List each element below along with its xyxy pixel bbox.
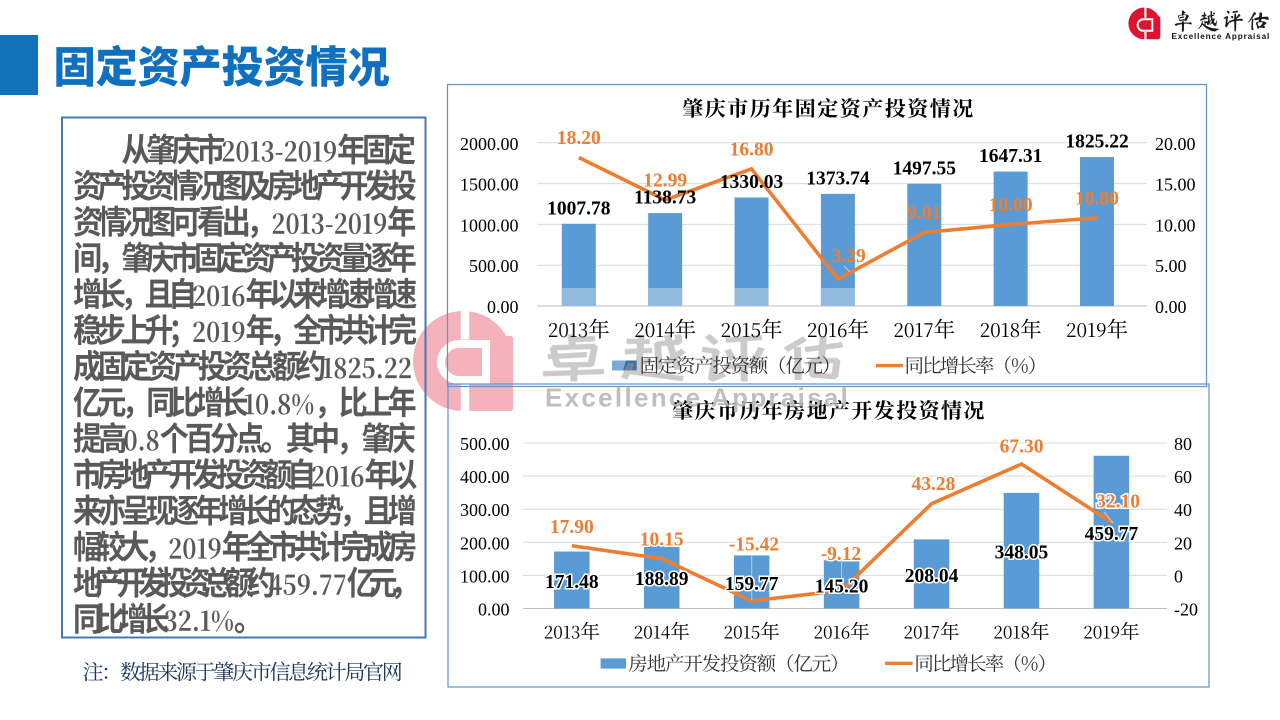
- svg-text:10.80: 10.80: [1075, 188, 1119, 209]
- svg-text:400.00: 400.00: [460, 467, 510, 487]
- svg-text:500.00: 500.00: [460, 434, 510, 454]
- svg-text:1000.00: 1000.00: [460, 215, 519, 235]
- svg-text:1497.55: 1497.55: [893, 158, 957, 179]
- svg-text:0: 0: [1174, 566, 1183, 586]
- svg-text:80: 80: [1174, 434, 1192, 454]
- svg-text:18.20: 18.20: [557, 128, 601, 149]
- svg-text:100.00: 100.00: [460, 566, 510, 586]
- svg-text:60: 60: [1174, 467, 1192, 487]
- svg-text:-9.12: -9.12: [821, 544, 862, 565]
- svg-text:-20: -20: [1174, 600, 1198, 620]
- svg-text:159.77: 159.77: [725, 574, 779, 595]
- svg-text:3.29: 3.29: [832, 246, 866, 267]
- svg-text:12.99: 12.99: [643, 171, 687, 192]
- svg-text:2000.00: 2000.00: [460, 134, 519, 154]
- svg-text:10.00: 10.00: [989, 195, 1033, 216]
- svg-text:10.00: 10.00: [1155, 215, 1196, 235]
- svg-text:Excellence Appraisal: Excellence Appraisal: [545, 383, 850, 413]
- svg-text:1825.22: 1825.22: [1065, 132, 1128, 153]
- svg-text:Excellence Appraisal: Excellence Appraisal: [1172, 32, 1271, 41]
- svg-text:0.00: 0.00: [487, 297, 519, 317]
- svg-text:20: 20: [1174, 533, 1192, 553]
- svg-text:40: 40: [1174, 500, 1192, 520]
- svg-text:1138.73: 1138.73: [634, 188, 697, 209]
- svg-text:459.77: 459.77: [1085, 524, 1139, 545]
- svg-text:16.80: 16.80: [730, 139, 774, 160]
- svg-text:15.00: 15.00: [1155, 175, 1196, 195]
- svg-text:145.20: 145.20: [815, 576, 869, 597]
- svg-text:17.90: 17.90: [550, 517, 594, 538]
- svg-text:1500.00: 1500.00: [460, 175, 519, 195]
- svg-text:-15.42: -15.42: [729, 534, 779, 555]
- svg-text:0.00: 0.00: [1155, 297, 1187, 317]
- svg-text:5.00: 5.00: [1155, 256, 1187, 276]
- svg-text:1007.78: 1007.78: [547, 198, 611, 219]
- svg-text:348.05: 348.05: [995, 543, 1049, 564]
- svg-text:32.10: 32.10: [1096, 491, 1140, 512]
- svg-text:1330.03: 1330.03: [720, 172, 784, 193]
- svg-text:10.15: 10.15: [640, 530, 684, 551]
- svg-text:200.00: 200.00: [460, 533, 510, 553]
- svg-text:171.48: 171.48: [545, 572, 599, 593]
- svg-text:1373.74: 1373.74: [806, 168, 870, 189]
- svg-text:500.00: 500.00: [469, 256, 519, 276]
- svg-text:0.00: 0.00: [478, 600, 510, 620]
- svg-text:300.00: 300.00: [460, 500, 510, 520]
- svg-text:67.30: 67.30: [1000, 437, 1044, 458]
- svg-text:43.28: 43.28: [911, 474, 955, 495]
- svg-text:9.01: 9.01: [907, 203, 941, 224]
- svg-text:20.00: 20.00: [1155, 134, 1196, 154]
- svg-text:1647.31: 1647.31: [979, 146, 1042, 167]
- svg-text:208.04: 208.04: [905, 566, 959, 587]
- svg-text:188.89: 188.89: [635, 569, 689, 590]
